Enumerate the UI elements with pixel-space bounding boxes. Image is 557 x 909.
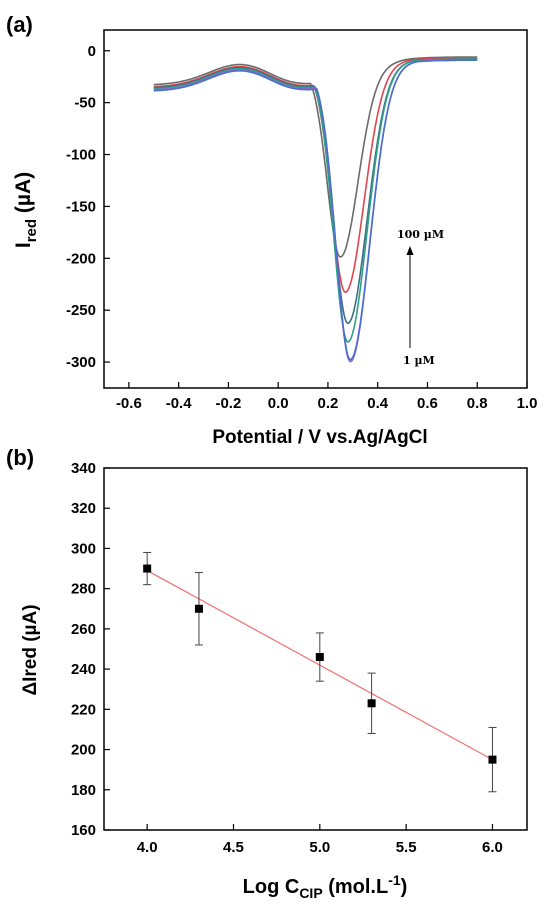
panel-a-x-ticks: -0.6 -0.4 -0.2 0.0 0.2 0.4 0.6 0.8 1.0: [116, 382, 537, 412]
panel-b-x-title-main: Log C: [243, 876, 300, 898]
y-tick-label: 0: [88, 43, 96, 60]
x-tick-label: 0.4: [367, 395, 389, 412]
x-tick-label: 4.0: [137, 839, 158, 856]
y-tick-label: 200: [71, 742, 96, 759]
panel-b-x-axis-title: Log CCIP (mol.L-1): [243, 872, 408, 901]
y-tick-label: 240: [71, 661, 96, 678]
x-tick-label: 0.8: [467, 395, 488, 412]
series-line-2: [153, 57, 478, 294]
y-tick-label: -50: [74, 95, 96, 112]
y-tick-label: 340: [71, 460, 96, 477]
panel-a: (a) -0.6 -0.4 -0.2 0.0 0.2 0.4 0.6 0.8 1.0 0 -50 -…: [6, 12, 537, 448]
x-tick-label: 5.5: [396, 839, 417, 856]
x-tick-label: 6.0: [482, 839, 503, 856]
panel-b-x-title-rest: (mol.L: [323, 876, 389, 898]
panel-a-plot-frame: [103, 29, 528, 389]
x-tick-label: 4.5: [223, 839, 244, 856]
y-tick-label: 160: [71, 822, 96, 839]
panel-a-y-axis-title: Ired (µA): [12, 172, 40, 248]
y-tick-label: -250: [66, 302, 96, 319]
panel-b-y-ticks: 160 180 200 220 240 260 280 300 320 340: [71, 460, 110, 839]
y-tick-label: -300: [66, 354, 96, 371]
annotation-bottom: 1 µM: [403, 354, 435, 367]
x-tick-label: 0.6: [417, 395, 438, 412]
panel-a-curves: [153, 56, 478, 363]
y-tick-label: 280: [71, 581, 96, 598]
x-tick-label: -0.2: [215, 395, 241, 412]
x-tick-label: 1.0: [517, 395, 538, 412]
panel-a-y-title-main: I: [12, 242, 35, 248]
panel-a-y-title-unit: (µA): [12, 172, 35, 219]
panel-b-label: (b): [6, 445, 34, 470]
y-tick-label: 180: [71, 782, 96, 799]
y-tick-label: 260: [71, 621, 96, 638]
y-tick-label: -200: [66, 250, 96, 267]
panel-a-label: (a): [6, 12, 33, 37]
data-point: [143, 564, 152, 573]
x-tick-label: 0.2: [318, 395, 339, 412]
panel-b-x-title-end: ): [401, 876, 408, 898]
x-tick-label: -0.6: [116, 395, 142, 412]
data-point: [367, 699, 376, 708]
panel-a-y-ticks: 0 -50 -100 -150 -200 -250 -300: [66, 43, 110, 371]
annotation-top: 100 µM: [397, 228, 444, 241]
data-point: [488, 755, 497, 764]
x-tick-label: 5.0: [309, 839, 330, 856]
panel-a-y-title-sub: red: [23, 219, 40, 242]
panel-b-y-axis-title: ΔIred (µA): [20, 604, 41, 695]
panel-b-x-title-sup: -1: [388, 872, 401, 888]
series-line-5: [153, 59, 478, 363]
y-tick-label: 220: [71, 701, 96, 718]
data-point: [315, 653, 324, 662]
y-tick-label: -150: [66, 198, 96, 215]
series-line-1: [153, 56, 478, 258]
y-tick-label: -100: [66, 147, 96, 164]
y-tick-label: 320: [71, 500, 96, 517]
panel-b-x-ticks: 4.0 4.5 5.0 5.5 6.0: [137, 824, 503, 856]
panel-b: (b) 4.0 4.5 5.0 5.5 6.0 160 180 200 220 240 260 28…: [6, 445, 528, 901]
data-point: [194, 604, 203, 613]
panel-a-x-axis-title: Potential / V vs.Ag/AgCl: [212, 427, 427, 448]
x-tick-label: -0.4: [166, 395, 193, 412]
series-line-6: [153, 59, 478, 361]
x-tick-label: 0.0: [268, 395, 289, 412]
panel-b-x-title-sub: CIP: [299, 885, 322, 901]
y-tick-label: 300: [71, 540, 96, 557]
concentration-arrow-head: [406, 246, 414, 255]
panel-b-plot-frame: [103, 467, 528, 831]
panel-b-points: [143, 551, 497, 793]
